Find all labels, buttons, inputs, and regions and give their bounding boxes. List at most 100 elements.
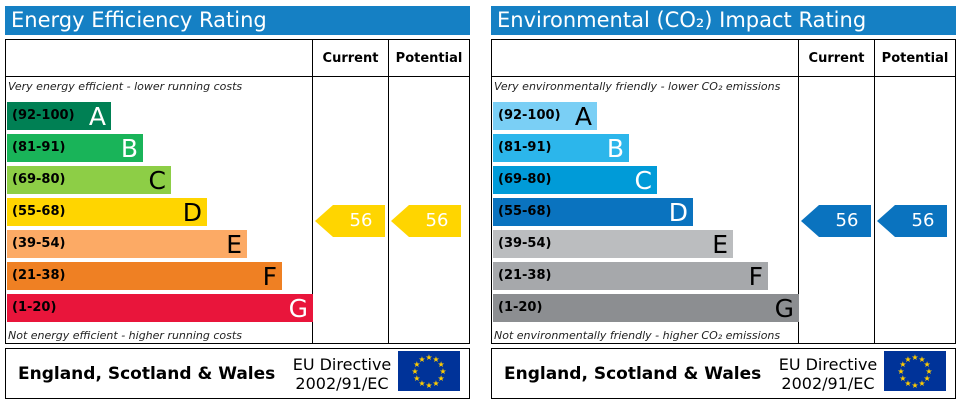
- footer: England, Scotland & Wales EU Directive 200…: [491, 348, 956, 399]
- top-note: Very environmentally friendly - lower CO…: [494, 80, 781, 93]
- svg-text:★: ★: [925, 367, 932, 376]
- svg-text:★: ★: [899, 374, 906, 383]
- directive-line-1: EU Directive: [778, 355, 878, 374]
- current-rating-arrow-value: 56: [349, 210, 373, 231]
- rating-band-g: (1-20) G: [7, 294, 313, 323]
- band-range: (21-38): [12, 268, 66, 283]
- eu-directive-text: EU Directive 2002/91/EC: [290, 355, 394, 393]
- column-divider: [874, 40, 875, 343]
- band-letter: D: [668, 198, 688, 227]
- potential-column-header: Potential: [395, 51, 463, 66]
- svg-text:★: ★: [899, 360, 906, 369]
- rating-band-f: (21-38) F: [7, 262, 282, 291]
- band-range: (1-20): [498, 300, 543, 315]
- column-divider: [798, 40, 799, 343]
- svg-text:★: ★: [911, 353, 918, 362]
- panel-title: Environmental (CO₂) Impact Rating: [491, 6, 956, 35]
- svg-text:★: ★: [438, 374, 445, 383]
- band-letter: A: [574, 102, 592, 131]
- svg-text:★: ★: [918, 379, 925, 388]
- svg-text:★: ★: [432, 379, 439, 388]
- svg-text:★: ★: [418, 355, 425, 364]
- rating-band-g: (1-20) G: [493, 294, 799, 323]
- energy-efficiency-panel: Energy Efficiency Rating Current Potential…: [5, 6, 470, 399]
- column-divider: [388, 40, 389, 343]
- band-letter: G: [288, 294, 308, 323]
- potential-rating-arrow-value: 56: [425, 210, 449, 231]
- band-letter: F: [262, 262, 277, 291]
- band-range: (81-91): [498, 140, 552, 155]
- rating-band-e: (39-54) E: [7, 230, 247, 259]
- band-letter: C: [634, 166, 652, 195]
- rating-band-a: (92-100) A: [493, 102, 597, 131]
- svg-text:★: ★: [418, 379, 425, 388]
- eu-flag-icon: ★ ★ ★ ★ ★ ★ ★ ★ ★ ★ ★ ★: [884, 351, 946, 391]
- band-range: (92-100): [12, 108, 75, 123]
- header-divider: [6, 76, 469, 77]
- eu-flag-icon: ★ ★ ★ ★ ★ ★ ★ ★ ★ ★ ★ ★: [398, 351, 460, 391]
- band-letter: D: [182, 198, 202, 227]
- band-range: (69-80): [12, 172, 66, 187]
- rating-table: Current Potential Very environmentally fri…: [491, 39, 956, 344]
- country-label: England, Scotland & Wales: [504, 364, 762, 384]
- rating-table: Current Potential Very energy efficient - …: [5, 39, 470, 344]
- band-range: (39-54): [12, 236, 66, 251]
- current-column-header: Current: [808, 51, 865, 66]
- band-letter: E: [226, 230, 242, 259]
- svg-text:★: ★: [904, 355, 911, 364]
- svg-text:★: ★: [411, 367, 418, 376]
- directive-line-1: EU Directive: [292, 355, 392, 374]
- band-range: (39-54): [498, 236, 552, 251]
- band-letter: A: [88, 102, 106, 131]
- svg-text:★: ★: [911, 381, 918, 390]
- band-range: (21-38): [498, 268, 552, 283]
- potential-column-header: Potential: [881, 51, 949, 66]
- current-rating-arrow-shape: [315, 205, 385, 237]
- band-range: (55-68): [12, 204, 66, 219]
- column-divider: [312, 40, 313, 343]
- potential-rating-arrow: 56: [877, 205, 947, 237]
- svg-text:★: ★: [425, 353, 432, 362]
- svg-text:★: ★: [904, 379, 911, 388]
- band-letter: F: [748, 262, 763, 291]
- svg-text:★: ★: [924, 374, 931, 383]
- top-note: Very energy efficient - lower running co…: [8, 80, 243, 93]
- panel-title: Energy Efficiency Rating: [5, 6, 470, 35]
- svg-text:★: ★: [438, 360, 445, 369]
- eu-directive-text: EU Directive 2002/91/EC: [776, 355, 880, 393]
- current-rating-arrow-value: 56: [835, 210, 859, 231]
- rating-band-c: (69-80) C: [7, 166, 171, 195]
- rating-band-f: (21-38) F: [493, 262, 768, 291]
- eu-stars-icon: ★ ★★★★★★★★★★★: [897, 353, 932, 390]
- directive-line-2: 2002/91/EC: [295, 374, 389, 393]
- bottom-note: Not environmentally friendly - higher CO…: [494, 329, 781, 342]
- rating-band-b: (81-91) B: [7, 134, 143, 163]
- band-range: (92-100): [498, 108, 561, 123]
- current-rating-arrow: 56: [801, 205, 871, 237]
- eu-stars-icon: ★ ★★★★★★★★★★★: [411, 353, 446, 390]
- svg-text:★: ★: [897, 367, 904, 376]
- current-rating-arrow-shape: [801, 205, 871, 237]
- rating-band-d: (55-68) D: [493, 198, 693, 227]
- potential-rating-arrow-shape: [877, 205, 947, 237]
- potential-rating-arrow-shape: [391, 205, 461, 237]
- rating-band-a: (92-100) A: [7, 102, 111, 131]
- potential-rating-arrow: 56: [391, 205, 461, 237]
- rating-band-c: (69-80) C: [493, 166, 657, 195]
- band-letter: B: [120, 134, 138, 163]
- band-letter: B: [606, 134, 624, 163]
- rating-band-b: (81-91) B: [493, 134, 629, 163]
- environmental-impact-panel: Environmental (CO₂) Impact Rating Current…: [491, 6, 956, 399]
- rating-band-d: (55-68) D: [7, 198, 207, 227]
- band-letter: G: [774, 294, 794, 323]
- header-divider: [492, 76, 955, 77]
- band-range: (81-91): [12, 140, 66, 155]
- band-letter: C: [148, 166, 166, 195]
- footer: England, Scotland & Wales EU Directive 200…: [5, 348, 470, 399]
- svg-text:★: ★: [413, 360, 420, 369]
- bottom-note: Not energy efficient - higher running co…: [8, 329, 242, 342]
- svg-text:★: ★: [432, 355, 439, 364]
- band-range: (69-80): [498, 172, 552, 187]
- svg-text:★: ★: [918, 355, 925, 364]
- band-range: (55-68): [498, 204, 552, 219]
